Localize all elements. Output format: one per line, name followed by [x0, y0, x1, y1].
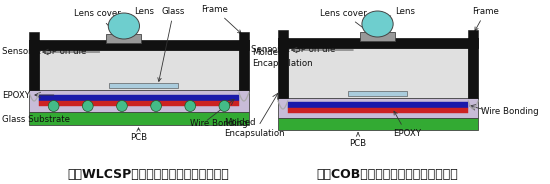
Bar: [278, 118, 478, 130]
Bar: [278, 38, 288, 98]
Text: Lens: Lens: [133, 6, 155, 20]
Text: PCB: PCB: [130, 128, 147, 141]
Text: Frame: Frame: [201, 4, 241, 33]
Bar: [278, 38, 478, 48]
Text: 使用COB製程的影像感測器之照相模組: 使用COB製程的影像感測器之照相模組: [316, 169, 458, 181]
Ellipse shape: [362, 11, 393, 37]
Bar: [29, 112, 249, 125]
Bar: [29, 90, 249, 112]
Bar: [239, 40, 249, 90]
Bar: [360, 32, 395, 41]
Bar: [288, 102, 468, 108]
Circle shape: [82, 100, 93, 112]
Bar: [348, 91, 407, 96]
Text: Sensor & ISP on die: Sensor & ISP on die: [251, 45, 335, 54]
Text: Sensor & ISP on die: Sensor & ISP on die: [2, 47, 86, 56]
Text: EPOXY: EPOXY: [2, 91, 30, 100]
Circle shape: [48, 100, 59, 112]
Text: Frame: Frame: [472, 6, 499, 31]
Text: EPOXY: EPOXY: [393, 111, 421, 139]
Bar: [288, 108, 468, 113]
Bar: [468, 30, 478, 38]
Bar: [468, 38, 478, 98]
Circle shape: [185, 100, 196, 112]
Text: Lens cover: Lens cover: [320, 8, 370, 33]
Bar: [29, 32, 39, 40]
Bar: [39, 101, 239, 106]
Circle shape: [117, 100, 127, 112]
Bar: [39, 95, 239, 101]
Text: Glass: Glass: [158, 6, 185, 81]
Text: Wire Bonding: Wire Bonding: [481, 107, 538, 116]
Circle shape: [219, 100, 230, 112]
Text: 使用WLCSP製程的影像感測器之照相模組: 使用WLCSP製程的影像感測器之照相模組: [68, 169, 229, 181]
Text: Lens: Lens: [388, 8, 415, 19]
Bar: [39, 50, 239, 90]
Bar: [109, 83, 178, 88]
Text: Lens cover: Lens cover: [74, 10, 121, 34]
Bar: [288, 48, 468, 98]
Text: Molded
Encapsulation: Molded Encapsulation: [224, 118, 285, 138]
Text: Glass Substrate: Glass Substrate: [2, 114, 70, 123]
Text: PCB: PCB: [349, 133, 367, 148]
Circle shape: [151, 100, 162, 112]
Text: Molded
Encapsulation: Molded Encapsulation: [252, 48, 312, 68]
Bar: [239, 32, 249, 40]
Bar: [29, 40, 249, 50]
Text: Wire Bonding: Wire Bonding: [190, 119, 248, 128]
Bar: [278, 98, 478, 118]
Bar: [29, 40, 39, 90]
Bar: [278, 30, 288, 38]
Ellipse shape: [108, 13, 140, 39]
Bar: [106, 34, 141, 43]
